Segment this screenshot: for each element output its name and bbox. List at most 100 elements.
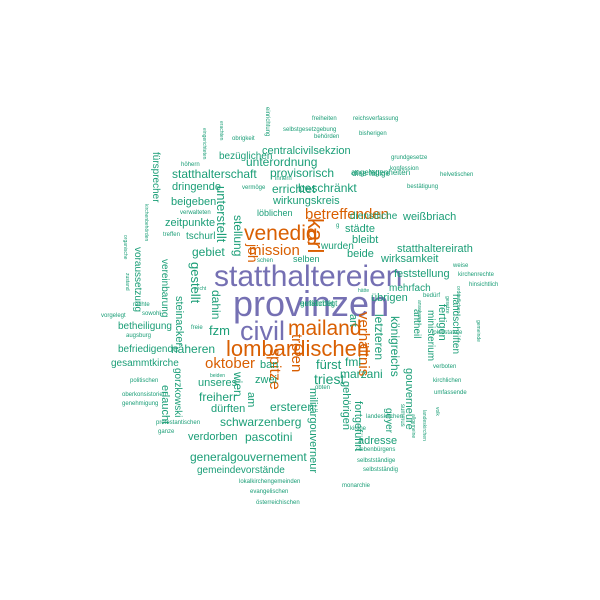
cloud-word: bleibt — [352, 234, 379, 246]
cloud-word: ganze — [158, 429, 175, 435]
cloud-word: volk — [434, 407, 440, 416]
cloud-word: statthaltereirath — [397, 243, 473, 255]
cloud-word: hinsichtlich — [469, 282, 499, 288]
cloud-word: statthalterschaft — [172, 167, 257, 181]
cloud-word: provinzen — [233, 283, 390, 324]
cloud-word: gesammtkirche — [111, 358, 179, 369]
cloud-word: eingerichteten — [201, 128, 207, 160]
cloud-word: kirche — [350, 426, 367, 432]
cloud-word: unterstellt — [214, 186, 229, 243]
cloud-word: gefährdet — [300, 299, 334, 308]
cloud-word: art — [347, 314, 359, 327]
cloud-word: helvetischen — [440, 172, 474, 178]
cloud-word: umfassende — [434, 390, 467, 396]
cloud-word: verwalteten — [180, 210, 211, 216]
cloud-word: steinacker — [173, 296, 185, 347]
cloud-word: unseres — [198, 377, 238, 389]
cloud-word: gorzkowski — [172, 368, 183, 418]
cloud-word: ordentlichen — [455, 286, 461, 314]
cloud-word: treffen — [163, 232, 180, 238]
cloud-word: zwei — [255, 374, 278, 386]
cloud-word: summus — [399, 404, 405, 427]
cloud-word: monarchie — [342, 483, 371, 489]
cloud-word: weise — [453, 263, 469, 269]
cloud-word: landeskirchen — [366, 414, 404, 420]
cloud-word: löblichen — [257, 208, 293, 218]
cloud-word: königreichs — [388, 316, 402, 377]
cloud-word: landeskirchen — [421, 410, 427, 441]
cloud-word: freiherr — [199, 390, 238, 404]
cloud-word: dahin — [209, 290, 223, 320]
cloud-word: errichtet — [272, 182, 316, 196]
cloud-word: g — [336, 223, 340, 229]
cloud-word: feststellung — [394, 268, 450, 280]
cloud-word: beiden — [210, 373, 226, 379]
cloud-word: beschränkt — [298, 181, 357, 195]
cloud-word: fzm — [209, 323, 230, 338]
cloud-word: ersteren — [270, 400, 315, 414]
cloud-word: ermächtigt — [300, 299, 338, 308]
cloud-word: vorgelegt — [101, 313, 126, 319]
cloud-word: vereinbarung — [159, 259, 170, 318]
cloud-word: ban — [260, 359, 279, 371]
cloud-word: beide — [347, 248, 374, 260]
cloud-word: selbstgesetzgebung — [283, 127, 337, 133]
cloud-word: weißbriach — [403, 211, 457, 223]
cloud-word: wurden — [321, 241, 354, 252]
cloud-word: am — [245, 392, 257, 408]
cloud-word: verboten — [433, 364, 457, 370]
cloud-word: wirkungskreis — [273, 195, 340, 207]
cloud-word: statthaltereien — [214, 260, 403, 293]
cloud-word: obrigkeit — [232, 136, 255, 142]
cloud-word: marzani — [340, 367, 383, 381]
cloud-word: gesetze — [444, 296, 450, 314]
cloud-word: hätte — [358, 288, 370, 294]
cloud-word: behörden — [314, 134, 340, 140]
cloud-word: siebenbürgens — [356, 447, 396, 453]
cloud-word: zustand — [124, 273, 130, 291]
cloud-word: recht — [195, 286, 207, 292]
cloud-word: unterordnung — [246, 155, 318, 169]
cloud-word: höhern — [181, 162, 200, 168]
cloud-word: triest — [314, 371, 345, 387]
cloud-word: fürsprecher — [150, 152, 161, 203]
cloud-word: fürst — [316, 357, 342, 372]
cloud-word: protestantischen — [156, 420, 201, 426]
cloud-word: genehmigung — [122, 401, 159, 407]
cloud-word: kirchlichen — [433, 378, 462, 384]
cloud-word: lombardischen — [226, 336, 370, 361]
cloud-word: mehrfach — [389, 283, 431, 294]
cloud-word: bisherigen — [359, 131, 387, 137]
cloud-word: österreichischen — [256, 500, 300, 506]
cloud-word: betreffenden — [305, 206, 389, 223]
cloud-word: wirksamkeit — [381, 253, 439, 265]
cloud-word: sowohl — [142, 311, 161, 317]
cloud-word: ansehung — [416, 300, 422, 322]
cloud-word: dringende — [172, 181, 221, 193]
cloud-word: lokalkirchengemeinden — [239, 479, 301, 485]
cloud-word: vermöge — [242, 185, 266, 191]
cloud-word: lokalstatute — [432, 330, 463, 336]
cloud-word: gemeindevorstände — [197, 465, 285, 476]
cloud-word: augsburg — [126, 333, 152, 339]
cloud-word: schen — [257, 258, 274, 264]
cloud-word: zeitpunkte — [165, 217, 216, 229]
cloud-word: letzteren — [372, 314, 386, 361]
cloud-word: einrichtung — [264, 107, 270, 137]
cloud-word: stellung — [231, 215, 245, 257]
cloud-word: oktober — [205, 355, 256, 372]
cloud-word: oberkonsistorien — [122, 392, 167, 398]
cloud-word: dienstliche — [350, 211, 398, 222]
cloud-word: innern — [275, 176, 292, 182]
cloud-word: selben — [293, 254, 320, 264]
cloud-word: freiheiten — [312, 116, 337, 122]
cloud-word: dürften — [211, 403, 246, 415]
cloud-word: gebiet — [192, 245, 225, 259]
cloud-word: selbstständig — [363, 467, 399, 473]
cloud-word: tschurl — [186, 231, 216, 242]
cloud-word: geyer — [383, 408, 394, 434]
cloud-word: städte — [345, 223, 375, 235]
cloud-word: wien — [231, 372, 245, 397]
cloud-word: gestellt — [188, 262, 203, 304]
